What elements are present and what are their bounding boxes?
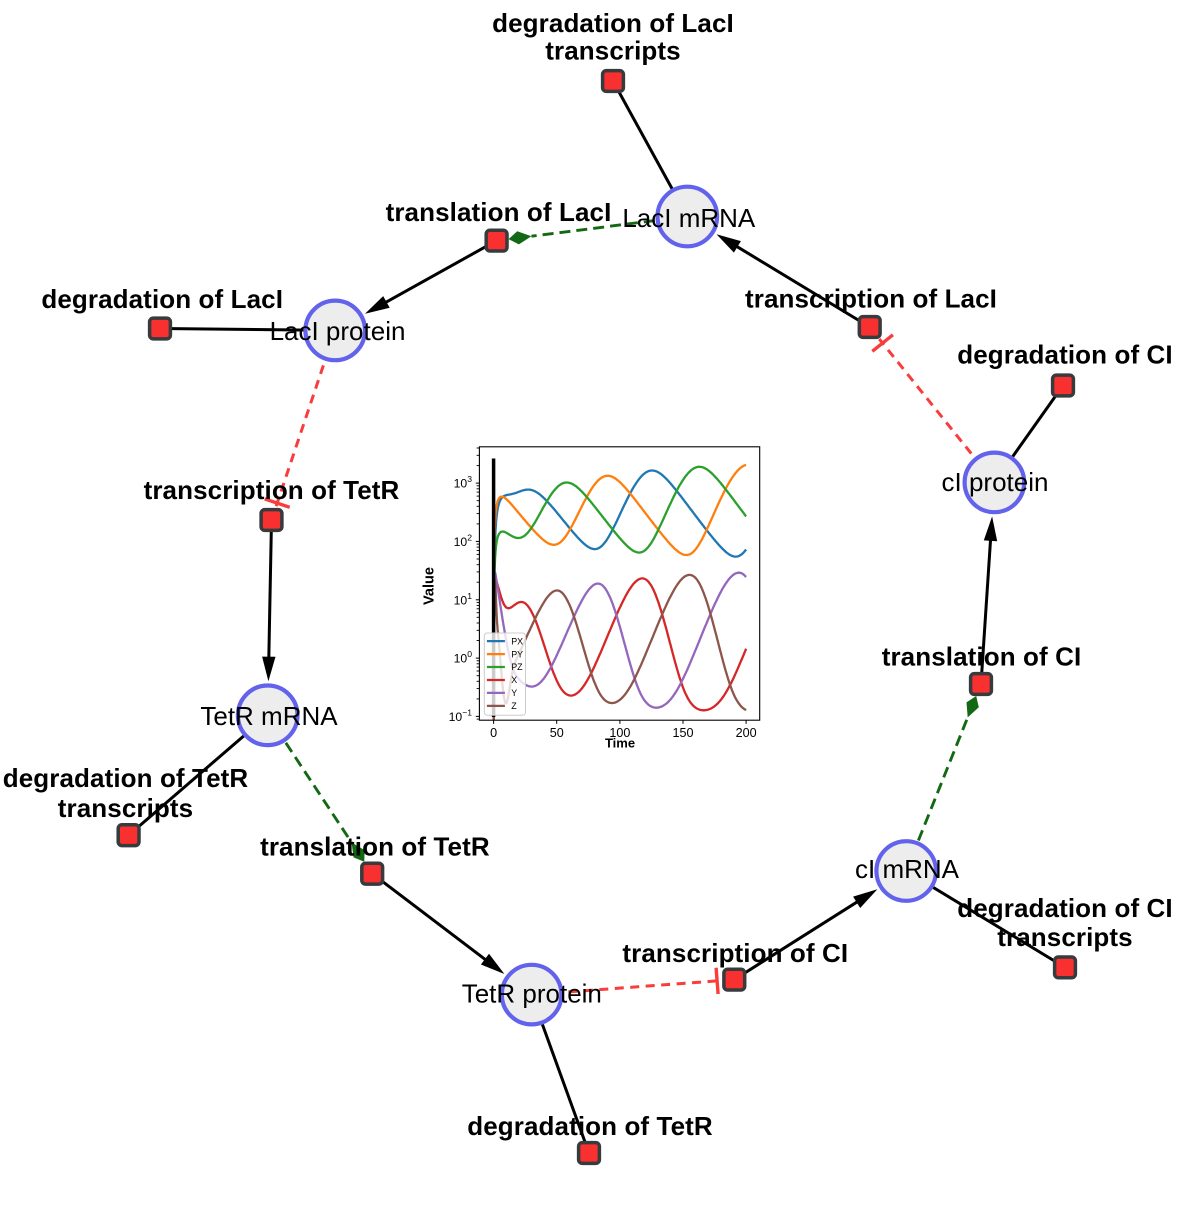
svg-text:TetR protein: TetR protein — [462, 979, 602, 1009]
svg-text:transcripts: transcripts — [997, 922, 1132, 952]
svg-text:transcription of LacI: transcription of LacI — [745, 284, 997, 314]
svg-text:degradation of LacI: degradation of LacI — [41, 284, 283, 314]
svg-text:TetR mRNA: TetR mRNA — [200, 701, 338, 731]
svg-text:degradation of CI: degradation of CI — [957, 339, 1172, 369]
svg-text:PZ: PZ — [511, 662, 523, 672]
svg-text:Value: Value — [422, 567, 438, 605]
svg-text:PX: PX — [511, 636, 523, 646]
svg-text:200: 200 — [736, 726, 757, 740]
svg-text:transcription of TetR: transcription of TetR — [144, 475, 400, 505]
svg-text:50: 50 — [550, 726, 564, 740]
svg-text:cI mRNA: cI mRNA — [855, 854, 960, 884]
svg-text:X: X — [511, 675, 517, 685]
svg-text:translation of LacI: translation of LacI — [386, 197, 612, 227]
svg-text:LacI mRNA: LacI mRNA — [622, 203, 756, 233]
svg-text:transcription of CI: transcription of CI — [622, 938, 848, 968]
svg-text:150: 150 — [672, 726, 693, 740]
svg-text:degradation of LacI: degradation of LacI — [492, 8, 734, 38]
svg-text:0: 0 — [490, 726, 497, 740]
svg-text:PY: PY — [511, 649, 523, 659]
svg-text:translation of TetR: translation of TetR — [260, 831, 490, 861]
svg-text:transcripts: transcripts — [58, 793, 193, 823]
svg-text:degradation of TetR: degradation of TetR — [3, 763, 249, 793]
svg-text:Z: Z — [511, 701, 517, 711]
svg-text:Time: Time — [605, 736, 635, 751]
svg-text:transcripts: transcripts — [545, 35, 680, 65]
svg-text:degradation of CI: degradation of CI — [957, 893, 1172, 923]
svg-text:cI protein: cI protein — [942, 467, 1049, 497]
svg-text:100: 100 — [609, 726, 630, 740]
svg-text:degradation of TetR: degradation of TetR — [467, 1111, 713, 1141]
svg-text:translation of CI: translation of CI — [882, 641, 1082, 671]
svg-text:LacI protein: LacI protein — [270, 316, 406, 346]
svg-text:Y: Y — [511, 688, 517, 698]
